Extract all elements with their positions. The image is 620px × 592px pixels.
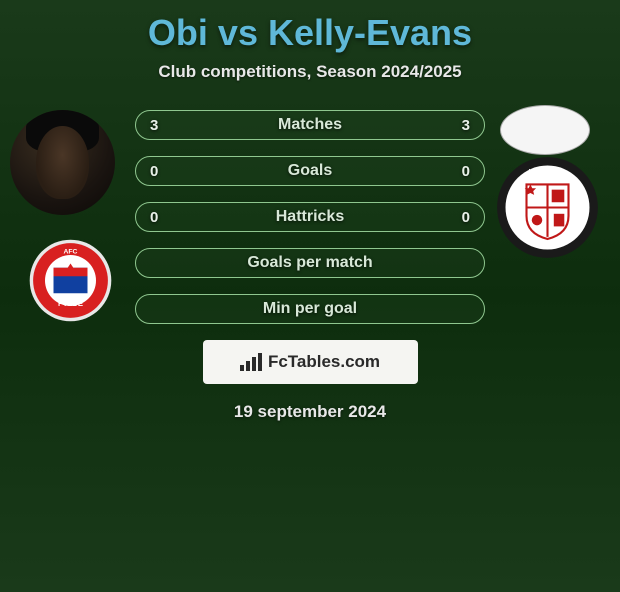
- stat-row-min-per-goal: Min per goal: [135, 294, 485, 324]
- svg-text:FYLDE: FYLDE: [58, 299, 83, 308]
- club-right-crest: WOKING: [495, 155, 600, 260]
- stat-right-value: 0: [462, 209, 470, 226]
- stat-label: Min per goal: [263, 300, 357, 318]
- watermark: FcTables.com: [203, 340, 418, 384]
- chart-icon: [240, 353, 262, 371]
- club-left-crest: FYLDE AFC: [28, 238, 113, 323]
- stats-list: 3 Matches 3 0 Goals 0 0 Hattricks 0 Goal…: [135, 110, 485, 324]
- player-left-avatar: [10, 110, 115, 215]
- svg-text:AFC: AFC: [64, 248, 78, 255]
- stat-left-value: 3: [150, 117, 158, 134]
- player-right-avatar: [500, 105, 590, 155]
- date-label: 19 september 2024: [0, 402, 620, 422]
- stat-row-goals: 0 Goals 0: [135, 156, 485, 186]
- stat-left-value: 0: [150, 163, 158, 180]
- stat-label: Matches: [278, 116, 342, 134]
- stat-left-value: 0: [150, 209, 158, 226]
- avatar-face: [36, 126, 89, 200]
- svg-text:WOKING: WOKING: [529, 167, 566, 176]
- stat-label: Hattricks: [276, 208, 344, 226]
- stat-label: Goals: [288, 162, 332, 180]
- stat-row-goals-per-match: Goals per match: [135, 248, 485, 278]
- watermark-text: FcTables.com: [268, 352, 380, 372]
- stat-row-hattricks: 0 Hattricks 0: [135, 202, 485, 232]
- club-right-crest-svg: WOKING: [495, 155, 600, 260]
- subtitle: Club competitions, Season 2024/2025: [0, 62, 620, 82]
- stat-right-value: 3: [462, 117, 470, 134]
- stat-row-matches: 3 Matches 3: [135, 110, 485, 140]
- stat-right-value: 0: [462, 163, 470, 180]
- page-title: Obi vs Kelly-Evans: [0, 12, 620, 54]
- comparison-panel: FYLDE AFC WOKING 3 Matches 3 0 Goals 0: [0, 110, 620, 422]
- stat-label: Goals per match: [247, 254, 372, 272]
- club-left-crest-svg: FYLDE AFC: [28, 238, 113, 323]
